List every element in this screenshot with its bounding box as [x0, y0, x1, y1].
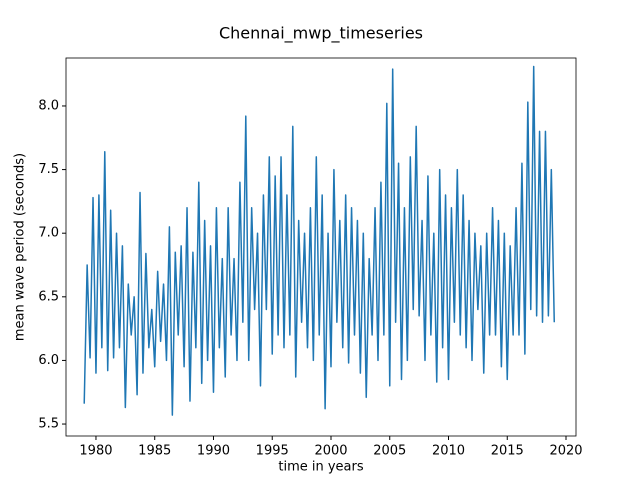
x-tick-label: 2010 — [432, 444, 465, 459]
y-tick-label: 6.0 — [38, 353, 59, 368]
y-tick-label: 7.5 — [38, 162, 59, 177]
chart-title: Chennai_mwp_timeseries — [219, 24, 423, 44]
x-tick-label: 1995 — [256, 444, 289, 459]
x-tick-label: 2020 — [549, 444, 582, 459]
x-tick-label: 1980 — [79, 444, 112, 459]
y-tick-label: 5.5 — [38, 417, 59, 432]
y-axis-label: mean wave period (seconds) — [13, 153, 28, 341]
data-line — [83, 65, 556, 416]
y-tick-label: 8.0 — [38, 98, 59, 113]
plot-frame — [65, 57, 577, 437]
x-tick-label: 2000 — [314, 444, 347, 459]
x-tick-label: 2005 — [373, 444, 406, 459]
x-axis-label: time in years — [278, 460, 363, 475]
x-tick-label: 1990 — [197, 444, 230, 459]
y-tick-label: 7.0 — [38, 226, 59, 241]
x-tick-label: 2015 — [491, 444, 524, 459]
y-tick-label: 6.5 — [38, 289, 59, 304]
x-tick-label: 1985 — [138, 444, 171, 459]
